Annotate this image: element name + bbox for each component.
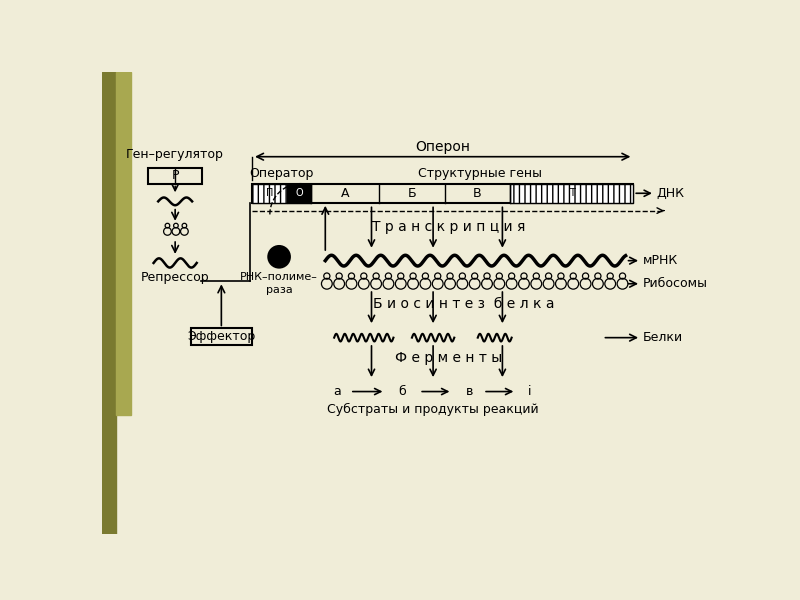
Text: Ф е р м е н т ы: Ф е р м е н т ы (395, 351, 502, 365)
Bar (252, 184, 287, 203)
Bar (102, 72, 116, 534)
Text: ДНК: ДНК (656, 187, 685, 200)
Text: Структурные гены: Структурные гены (418, 167, 542, 180)
Text: Б и о с и н т е з  б е л к а: Б и о с и н т е з б е л к а (373, 297, 554, 311)
Bar (190, 328, 252, 346)
Text: Т р а н с к р и п ц и я: Т р а н с к р и п ц и я (372, 220, 525, 234)
Text: i: i (528, 385, 531, 398)
Bar (287, 184, 311, 203)
Text: Эффектор: Эффектор (187, 331, 255, 343)
Text: б: б (398, 385, 406, 398)
Text: РНК–полиме–
раза: РНК–полиме– раза (240, 272, 318, 295)
Text: Белки: Белки (642, 331, 682, 344)
Text: Р: Р (171, 169, 179, 182)
Text: мРНК: мРНК (642, 254, 678, 267)
Text: Репрессор: Репрессор (141, 271, 210, 284)
Bar (252, 184, 634, 203)
Bar (116, 72, 131, 415)
Bar (148, 168, 202, 184)
Text: П: П (266, 188, 273, 198)
Text: а: а (333, 385, 341, 398)
Text: Оперон: Оперон (415, 140, 470, 154)
Circle shape (268, 246, 290, 268)
Text: в: в (466, 385, 474, 398)
Text: В: В (473, 187, 482, 200)
Text: Т: Т (569, 188, 574, 198)
Text: Рибосомы: Рибосомы (642, 277, 707, 290)
Text: Субстраты и продукты реакций: Субстраты и продукты реакций (327, 403, 539, 416)
Text: Ген–регулятор: Ген–регулятор (126, 148, 224, 161)
Bar (510, 184, 634, 203)
Text: Б: Б (408, 187, 416, 200)
Text: Оператор: Оператор (250, 167, 314, 180)
Text: А: А (341, 187, 350, 200)
Text: О: О (295, 188, 303, 198)
